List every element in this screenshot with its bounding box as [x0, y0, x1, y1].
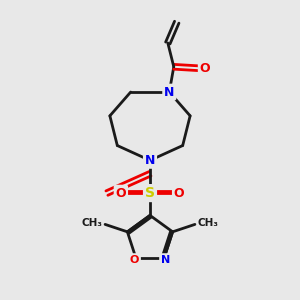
- Text: O: O: [174, 187, 184, 200]
- Text: N: N: [164, 85, 175, 98]
- Text: CH₃: CH₃: [198, 218, 219, 228]
- Text: O: O: [200, 62, 210, 75]
- Text: O: O: [130, 255, 139, 265]
- Text: O: O: [116, 187, 126, 200]
- Text: N: N: [145, 154, 155, 167]
- Text: N: N: [161, 255, 170, 265]
- Text: S: S: [145, 186, 155, 200]
- Text: CH₃: CH₃: [81, 218, 102, 228]
